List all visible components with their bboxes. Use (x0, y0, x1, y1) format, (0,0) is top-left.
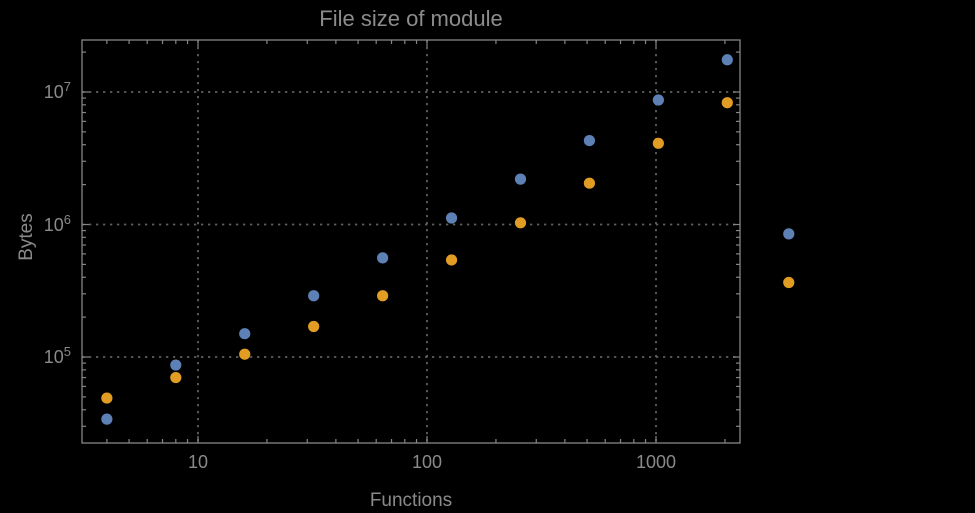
data-point-orange-series-2 (239, 348, 251, 360)
data-point-orange-series-9 (721, 97, 733, 109)
data-point-blue-series-3 (308, 290, 320, 302)
data-point-orange-series-3 (308, 320, 320, 333)
data-point-orange-series-8 (652, 137, 664, 149)
data-point-blue-series-4 (377, 252, 389, 264)
chart-title: File size of module (319, 6, 503, 31)
data-point-orange-series-5 (445, 254, 458, 266)
y-tick-label-10e7: 107 (43, 78, 71, 102)
plot-frame (81, 39, 741, 444)
y-axis-label: Bytes (16, 213, 37, 261)
data-point-orange-series-10 (783, 276, 795, 289)
x-tick-label-100: 100 (411, 452, 443, 472)
data-point-blue-series-9 (721, 54, 733, 66)
y-tick-label-10e6: 106 (43, 211, 71, 235)
data-point-blue-series-0 (101, 413, 113, 425)
data-point-blue-series-6 (514, 173, 527, 185)
data-point-orange-series-6 (514, 217, 527, 229)
data-point-blue-series-1 (170, 359, 182, 371)
data-point-orange-series-1 (170, 371, 182, 384)
data-point-orange-series-0 (101, 392, 113, 404)
data-point-orange-series-4 (377, 290, 389, 302)
data-point-blue-series-10 (783, 228, 795, 240)
data-point-blue-series-2 (239, 328, 251, 340)
x-tick-label-10: 10 (187, 452, 208, 472)
x-axis-label: Functions (369, 490, 453, 511)
data-point-blue-series-5 (445, 212, 458, 224)
data-point-blue-series-7 (583, 134, 596, 147)
x-tick-label-1000: 1000 (635, 452, 677, 472)
y-tick-label-10e5: 105 (43, 344, 71, 368)
data-point-orange-series-7 (583, 177, 596, 189)
data-point-blue-series-8 (652, 94, 664, 106)
